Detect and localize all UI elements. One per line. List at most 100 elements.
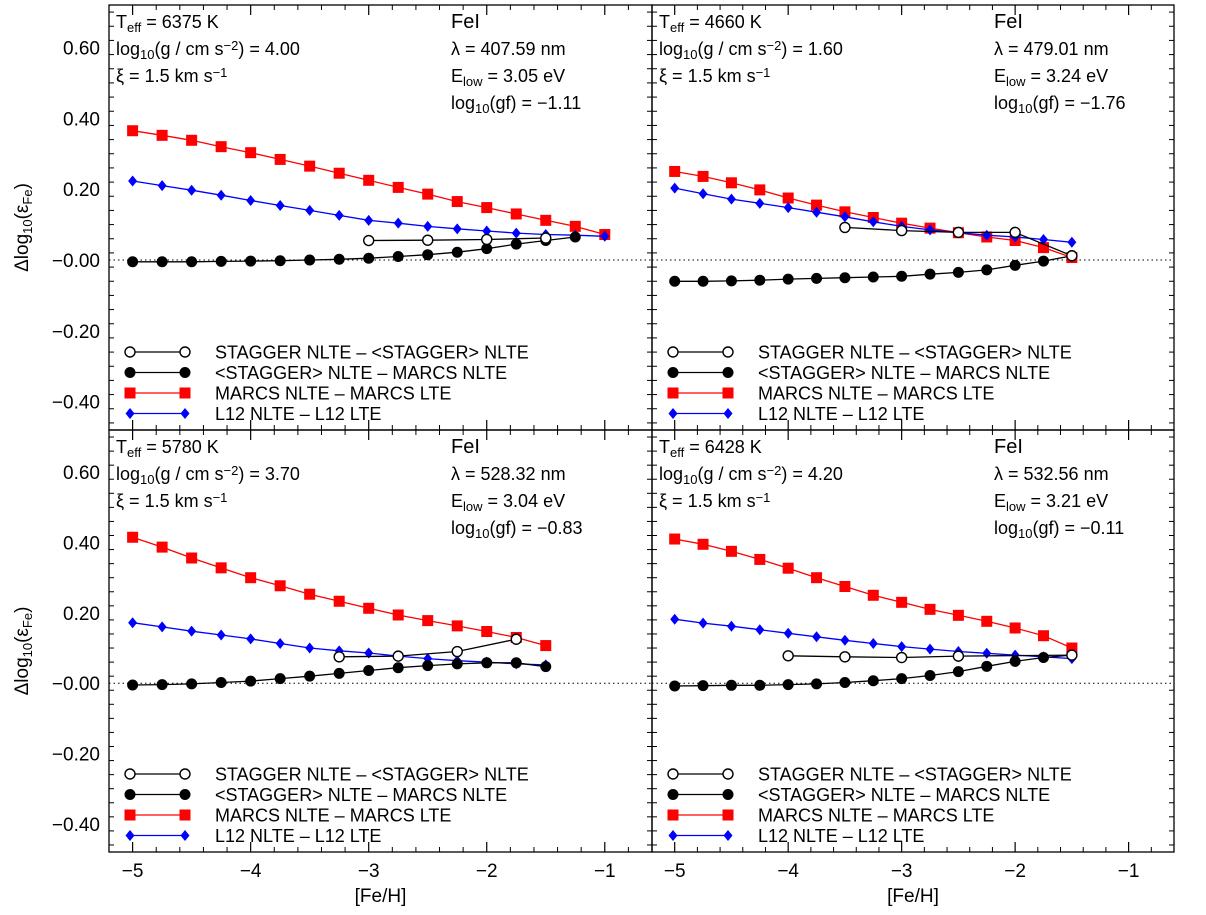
data-point: [895, 651, 908, 664]
series-line: [368, 237, 546, 242]
legend-label: MARCS NLTE – MARCS LTE: [215, 806, 451, 826]
teff-label: Teff = 6428 K: [659, 437, 762, 460]
series-square: [669, 165, 1078, 264]
data-point: [127, 531, 139, 543]
data-point: [839, 221, 851, 234]
data-point: [1038, 630, 1049, 642]
data-point: [1066, 649, 1078, 661]
species-label: FeI: [451, 11, 480, 33]
data-point: [868, 216, 878, 228]
data-point: [156, 129, 168, 141]
data-point: [245, 147, 257, 159]
legend-marker: [179, 789, 191, 800]
y-tick-label: −0.00: [52, 674, 100, 695]
loggf-label: log10(gf) = −1.11: [451, 93, 581, 116]
legend-marker: [722, 367, 734, 378]
data-point: [186, 256, 198, 268]
xi-label: ξ = 1.5 km s−1: [659, 490, 770, 511]
data-point: [481, 657, 493, 669]
data-point: [782, 562, 794, 574]
x-tick-label: −5: [122, 861, 144, 882]
data-point: [363, 174, 375, 186]
data-point: [868, 637, 878, 649]
data-point: [128, 617, 138, 629]
data-point: [482, 225, 492, 237]
data-point: [245, 572, 257, 584]
data-point: [924, 268, 936, 280]
data-point: [127, 125, 139, 137]
series-open-circle: [839, 221, 1078, 262]
legend-label: MARCS NLTE – MARCS LTE: [758, 806, 994, 826]
x-tick-label: −4: [240, 861, 262, 882]
data-point: [362, 234, 375, 247]
data-point: [952, 650, 965, 662]
y-axis-label: Δlog10(εFe): [12, 183, 35, 272]
data-point: [452, 223, 462, 235]
data-point: [697, 680, 709, 692]
data-point: [725, 679, 737, 691]
data-point: [540, 640, 552, 652]
elow-label: Elow = 3.21 eV: [994, 491, 1108, 514]
teff-label: Teff = 4660 K: [659, 12, 762, 35]
data-point: [697, 170, 709, 182]
data-point: [363, 665, 375, 677]
data-point: [451, 196, 463, 208]
data-point: [1066, 642, 1078, 654]
data-point: [925, 643, 935, 655]
data-point: [451, 620, 463, 632]
data-point: [364, 647, 374, 659]
data-point: [981, 660, 993, 672]
legend-marker: [667, 768, 679, 780]
legend-marker: [180, 408, 190, 419]
data-point: [725, 275, 737, 287]
x-tick-label: −5: [664, 861, 686, 882]
legend-label: MARCS NLTE – MARCS LTE: [758, 384, 994, 404]
data-point: [540, 214, 552, 226]
series-open-circle: [362, 232, 552, 247]
ticks: [651, 430, 1175, 852]
data-point: [669, 165, 681, 177]
data-point: [481, 233, 493, 246]
data-point: [422, 234, 434, 246]
data-point: [839, 676, 851, 688]
data-point: [1067, 236, 1077, 248]
x-tick-label: −3: [891, 861, 913, 882]
data-point: [981, 264, 993, 276]
series-filled-circle: [127, 657, 552, 691]
series-line: [132, 236, 576, 263]
data-point: [481, 626, 493, 638]
data-point: [754, 274, 766, 286]
data-point: [392, 609, 404, 621]
legend-marker: [667, 809, 679, 821]
lambda-label: λ = 528.32 nm: [451, 464, 566, 484]
data-point: [275, 199, 285, 211]
data-point: [600, 230, 610, 242]
y-tick-label: 0.40: [63, 109, 100, 130]
x-tick-label: −2: [476, 861, 498, 882]
legend-label: <STAGGER> NLTE – MARCS NLTE: [758, 785, 1050, 805]
legend-label: STAGGER NLTE – <STAGGER> NLTE: [758, 765, 1072, 785]
x-axis-label: [Fe/H]: [887, 886, 939, 907]
data-point: [215, 141, 227, 153]
ticks: [108, 5, 653, 430]
data-point: [697, 538, 709, 550]
data-point: [246, 633, 256, 645]
data-point: [305, 204, 315, 216]
y-tick-label: 0.60: [63, 39, 100, 60]
data-point: [697, 275, 709, 287]
panel-1: 0.60 0.40 0.20 −0.00 −0.20 −0.40 Δlog10(εFe) Te…: [12, 5, 653, 430]
data-point: [670, 613, 680, 625]
data-point: [481, 202, 493, 214]
legend-marker: [180, 830, 190, 841]
data-point: [510, 208, 522, 220]
series-square: [127, 531, 552, 652]
data-point: [726, 620, 736, 632]
data-point: [392, 650, 404, 662]
legend-marker: [125, 830, 135, 841]
data-point: [1038, 242, 1049, 254]
legend-marker: [667, 367, 679, 378]
data-point: [1039, 233, 1048, 245]
panel-3: 0.60 0.40 0.20 −0.00 −0.20 −0.40 Δlog10(εFe) −5…: [12, 430, 653, 907]
data-point: [540, 661, 552, 673]
